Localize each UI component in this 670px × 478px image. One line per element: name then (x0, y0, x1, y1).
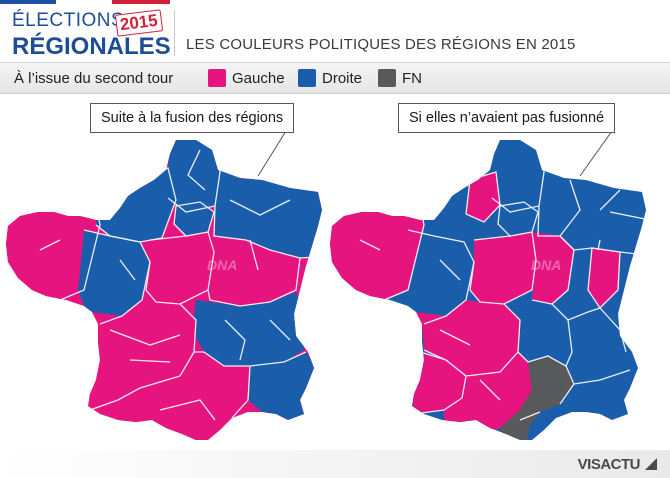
droite-swatch (298, 69, 316, 87)
right-callout-pointer-fill (581, 132, 610, 172)
left-region-centre (146, 232, 214, 304)
right-region-haute-normandie (466, 172, 500, 222)
right-region-bretagne (330, 205, 424, 300)
map-without-fusion: DNA (330, 130, 646, 440)
left-region-bretagne (6, 205, 100, 300)
map-after-fusion: DNA (6, 130, 322, 440)
brand-logo-text: VISACTU (577, 456, 641, 473)
footer-bar (0, 450, 670, 478)
header: ÉLECTIONS RÉGIONALES 2015 LES COULEURS P… (0, 0, 670, 60)
left-watermark: DNA (207, 257, 237, 273)
right-watermark: DNA (531, 257, 561, 273)
right-region-languedoc-fn (500, 356, 574, 440)
callout-without-fusion: Si elles n’avaient pas fusionné (398, 103, 616, 133)
right-region-bourgogne (532, 232, 574, 304)
brand-mark-icon (645, 458, 657, 470)
legend-label-gauche: Gauche (232, 70, 285, 87)
header-divider (174, 10, 175, 56)
page-title: LES COULEURS POLITIQUES DES RÉGIONS EN 2… (186, 36, 576, 53)
flag-strip (0, 0, 170, 4)
right-region-midi-pyrenees (444, 352, 532, 440)
callout-after-fusion: Suite à la fusion des régions (90, 103, 295, 133)
fn-swatch (378, 69, 396, 87)
left-region-hauts-de-france (168, 140, 220, 212)
legend-bar: À l’issue du second tour Gauche Droite F… (0, 62, 670, 94)
logo-regionales-text: RÉGIONALES (12, 33, 171, 60)
legend-label-droite: Droite (322, 70, 363, 87)
logo-elections-text: ÉLECTIONS (12, 10, 125, 31)
right-region-poitou-limousin (416, 300, 520, 376)
left-callout-pointer-fill (259, 132, 284, 172)
elections-logo: ÉLECTIONS RÉGIONALES 2015 (0, 6, 171, 60)
left-region-occitanie (118, 352, 250, 440)
right-region-franche-comte (588, 248, 620, 308)
left-region-nouvelle-aquitaine (88, 300, 196, 410)
right-region-centre (470, 232, 536, 304)
left-region-normandie (96, 168, 176, 242)
legend-caption: À l’issue du second tour (14, 70, 174, 87)
left-region-auvergne-rhone-alpes (192, 292, 306, 366)
legend-label-fn: FN (402, 70, 422, 87)
gauche-swatch (208, 69, 226, 87)
left-region-grand-est (214, 170, 322, 258)
left-region-bourgogne-franche-comte (208, 236, 300, 306)
left-region-pays-de-la-loire (78, 230, 150, 324)
